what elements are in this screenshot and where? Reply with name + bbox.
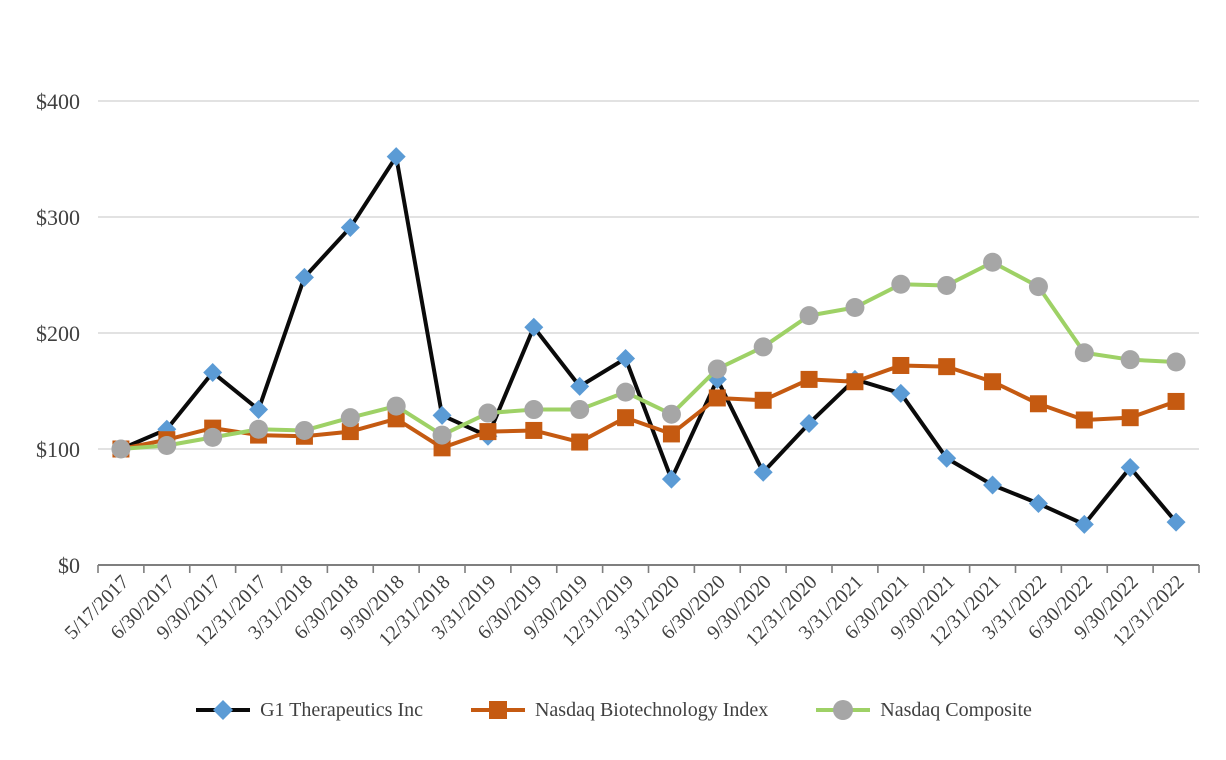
marker-square [1075,411,1093,429]
marker-diamond [1028,494,1048,514]
chart-svg: $0 $100 $200 $300 $400 5/17/20176/30/20179/30… [36,89,1200,651]
marker-circle [1120,350,1140,370]
marker-circle [661,404,681,424]
legend-item-nasdaq-composite: Nasdaq Composite [814,698,1032,722]
marker-diamond [1166,512,1186,532]
marker-circle [340,408,360,428]
marker-square [708,389,726,407]
marker-diamond [340,217,360,237]
marker-circle [1074,343,1094,363]
legend-item-nasdaq-biotechnology: Nasdaq Biotechnology Index [469,698,768,722]
marker-diamond [983,475,1003,495]
marker-square [754,391,772,409]
y-axis-label: $400 [36,89,80,114]
legend-marker-circle-icon [816,700,871,720]
marker-circle [753,337,773,357]
marker-circle [845,297,865,317]
marker-circle [294,420,314,440]
marker-circle [1166,352,1186,372]
marker-square [892,356,910,374]
marker-circle [203,427,223,447]
marker-square [938,358,956,376]
y-axis-label: $0 [58,553,80,578]
marker-diamond [203,362,223,382]
marker-square [1121,409,1139,427]
y-axis-label: $200 [36,321,80,346]
marker-circle [524,400,544,420]
marker-circle [570,400,590,420]
marker-circle [249,419,269,439]
marker-circle [616,382,636,402]
marker-diamond [891,383,911,403]
marker-square [341,423,359,441]
marker-square [525,421,543,439]
marker-circle [111,439,131,459]
x-axis-labels: 5/17/20176/30/20179/30/201712/31/20173/3… [61,571,1189,651]
marker-square [1167,392,1185,410]
marker-square [433,439,451,457]
marker-diamond [799,413,819,433]
marker-square [617,409,635,427]
marker-diamond [432,405,452,425]
marker-circle [478,403,498,423]
marker-diamond [524,317,544,337]
marker-square [479,423,497,441]
marker-diamond [386,147,406,167]
marker-square [662,425,680,443]
legend-marker-square-icon [470,701,525,719]
marker-diamond [1074,514,1094,534]
series-line-g1-therapeutics-inc [118,154,1179,527]
marker-circle [707,359,727,379]
legend-label-nasdaq-composite: Nasdaq Composite [880,698,1032,721]
series-g1-therapeutics-inc [111,147,1186,534]
gridlines [98,100,1199,450]
legend-label-g1-therapeutics: G1 Therapeutics Inc [260,698,423,721]
y-axis-label: $100 [36,437,80,462]
marker-square [387,410,405,428]
y-axis-labels: $0 $100 $200 $300 $400 [36,89,80,578]
marker-diamond [661,469,681,489]
y-axis-label: $300 [36,205,80,230]
marker-circle [432,425,452,445]
marker-square [846,373,864,391]
marker-diamond [294,267,314,287]
series-line-nasdaq-biotechnology-index [118,363,1179,451]
marker-diamond [1120,458,1140,478]
marker-square [984,373,1002,391]
marker-circle [799,306,819,326]
series-nasdaq-composite [111,252,1186,459]
marker-diamond [937,448,957,468]
marker-square [1029,395,1047,413]
marker-circle [157,436,177,456]
marker-circle [1028,277,1048,297]
legend-marker-diamond-icon [196,700,251,720]
x-axis [97,564,1200,573]
marker-square [800,370,818,388]
chart-legend: G1 Therapeutics Inc Nasdaq Biotechnology… [0,688,1226,732]
marker-circle [891,274,911,294]
legend-item-g1-therapeutics: G1 Therapeutics Inc [194,698,423,722]
marker-diamond [570,376,590,396]
marker-diamond [616,349,636,369]
marker-square [571,433,589,451]
marker-diamond [753,462,773,482]
marker-diamond [249,400,269,420]
marker-circle [983,252,1003,272]
marker-circle [386,396,406,416]
legend-label-nasdaq-biotechnology: Nasdaq Biotechnology Index [534,698,769,721]
marker-circle [937,275,957,295]
